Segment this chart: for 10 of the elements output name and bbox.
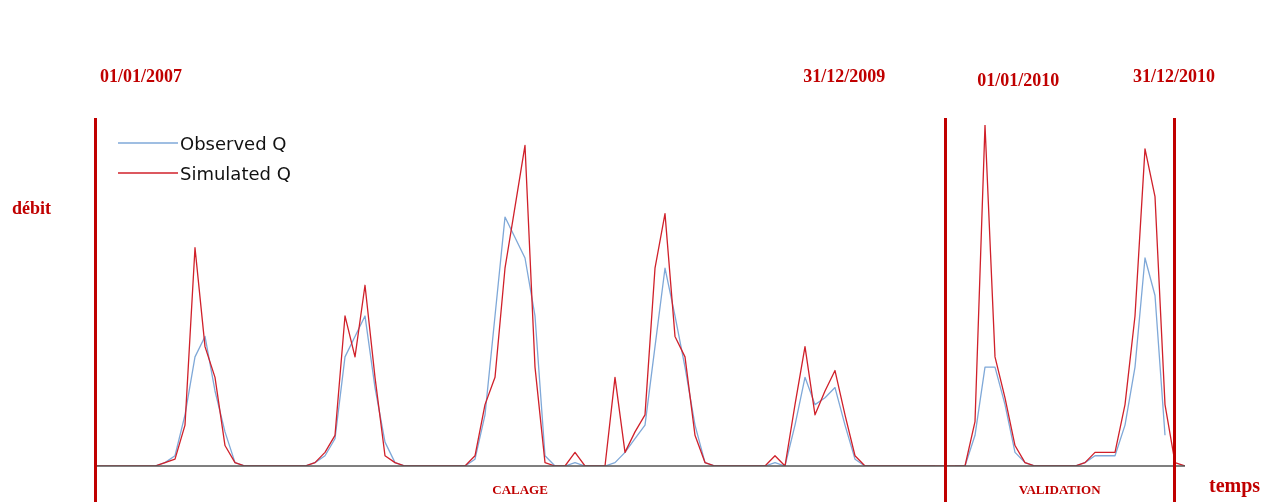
x-axis-title: temps [1209,474,1261,497]
legend-label: Observed Q [180,132,287,154]
text: 01/01/2007 [100,66,183,87]
text: VALIDATION [1018,482,1101,498]
text: 31/12/2009 [803,66,886,87]
legend-label: Simulated Q [180,162,291,184]
y-axis-title: débit [12,198,52,219]
text: 31/12/2010 [1133,66,1216,87]
text: 01/01/2010 [977,70,1060,91]
text: CALAGE [492,482,548,498]
